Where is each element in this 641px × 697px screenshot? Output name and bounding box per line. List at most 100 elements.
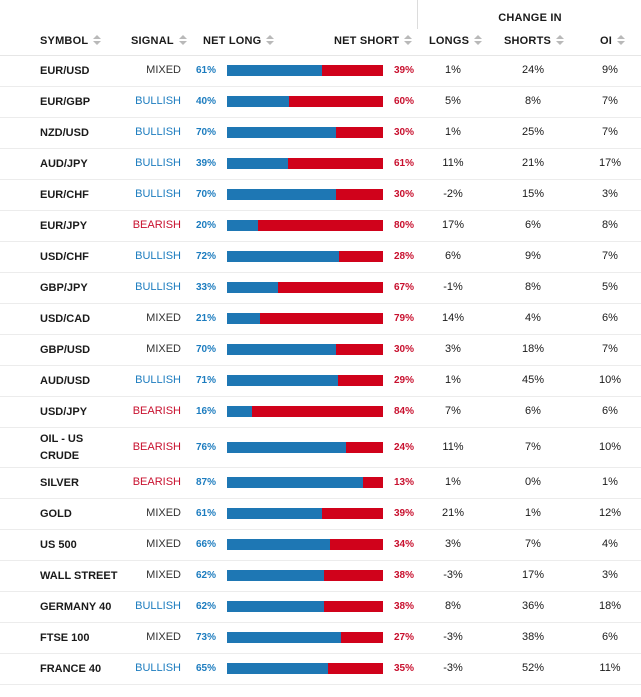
shorts-change: 7% <box>525 441 541 453</box>
sort-oi-header[interactable]: OI <box>600 34 626 47</box>
net-long-percent: 16% <box>196 406 217 417</box>
oi-change: 9% <box>602 64 618 76</box>
table-row[interactable]: EUR/GBP BULLISH 40% 60% 5% 8% 7% <box>0 87 641 118</box>
table-row[interactable]: OIL - US CRUDE BEARISH 76% 24% 11% 7% 10% <box>0 428 641 468</box>
symbol-link[interactable]: FTSE 100 <box>40 632 90 644</box>
symbol-link[interactable]: WALL STREET <box>40 570 118 582</box>
sentiment-bar <box>227 96 383 107</box>
oi-change: 1% <box>602 476 618 488</box>
oi-change: 10% <box>598 441 622 453</box>
net-long-bar <box>227 313 260 324</box>
sentiment-bar <box>227 65 383 76</box>
symbol-link[interactable]: USD/JPY <box>40 406 88 418</box>
table-row[interactable]: USD/CHF BULLISH 72% 28% 6% 9% 7% <box>0 242 641 273</box>
sort-symbol-header[interactable]: SYMBOL <box>40 34 102 47</box>
net-long-percent: 70% <box>196 344 217 355</box>
longs-header-label: LONGS <box>429 35 470 47</box>
symbol-link[interactable]: EUR/USD <box>40 65 90 77</box>
oi-change: 4% <box>602 538 618 550</box>
symbol-link[interactable]: USD/CAD <box>40 313 91 325</box>
table-row[interactable]: WALL STREET MIXED 62% 38% -3% 17% 3% <box>0 561 641 592</box>
sort-shorts-header[interactable]: SHORTS <box>504 34 565 47</box>
symbol-link[interactable]: GOLD <box>40 508 72 520</box>
symbol-link[interactable]: FRANCE 40 <box>40 663 102 675</box>
table-row[interactable]: GOLD MIXED 61% 39% 21% 1% 12% <box>0 499 641 530</box>
table-row[interactable]: FRANCE 40 BULLISH 65% 35% -3% 52% 11% <box>0 654 641 685</box>
symbol-link[interactable]: US 500 <box>40 539 77 551</box>
signal-label: BULLISH <box>135 95 181 107</box>
sort-arrows-icon <box>474 35 483 45</box>
table-row[interactable]: USD/JPY BEARISH 16% 84% 7% 6% 6% <box>0 397 641 428</box>
signal-label: MIXED <box>146 631 181 643</box>
longs-change: 7% <box>445 405 461 417</box>
table-row[interactable]: EUR/CHF BULLISH 70% 30% -2% 15% 3% <box>0 180 641 211</box>
net-long-bar <box>227 220 259 231</box>
net-long-bar <box>227 96 290 107</box>
oi-change: 6% <box>602 405 618 417</box>
net-long-bar <box>227 344 337 355</box>
sentiment-bar <box>227 313 383 324</box>
symbol-link[interactable]: EUR/JPY <box>40 220 88 232</box>
table-row[interactable]: NZD/USD BULLISH 70% 30% 1% 25% 7% <box>0 118 641 149</box>
shorts-change: 45% <box>521 374 545 386</box>
net-short-percent: 28% <box>393 251 414 262</box>
symbol-link[interactable]: AUD/USD <box>40 375 91 387</box>
sentiment-bar <box>227 508 383 519</box>
shorts-header-label: SHORTS <box>504 35 552 47</box>
table-row[interactable]: GERMANY 40 BULLISH 62% 38% 8% 36% 18% <box>0 592 641 623</box>
net-long-percent: 61% <box>196 65 217 76</box>
table-row[interactable]: US 500 MIXED 66% 34% 3% 7% 4% <box>0 530 641 561</box>
net-short-percent: 24% <box>393 442 414 453</box>
symbol-link[interactable]: USD/CHF <box>40 251 89 263</box>
symbol-link[interactable]: GBP/USD <box>40 344 91 356</box>
symbol-link[interactable]: SILVER <box>40 477 79 489</box>
shorts-change: 38% <box>521 631 545 643</box>
net-short-percent: 30% <box>393 189 414 200</box>
sort-signal-header[interactable]: SIGNAL <box>131 34 187 47</box>
symbol-link[interactable]: GBP/JPY <box>40 282 88 294</box>
longs-change: -1% <box>443 281 463 293</box>
symbol-link[interactable]: AUD/JPY <box>40 158 88 170</box>
longs-change: -3% <box>443 569 463 581</box>
symbol-link[interactable]: NZD/USD <box>40 127 89 139</box>
table-row[interactable]: EUR/USD MIXED 61% 39% 1% 24% 9% <box>0 56 641 87</box>
net-long-percent: 70% <box>196 127 217 138</box>
net-long-bar <box>227 477 363 488</box>
longs-change: 14% <box>441 312 465 324</box>
longs-change: 5% <box>445 95 461 107</box>
table-row[interactable]: AUD/USD BULLISH 71% 29% 1% 45% 10% <box>0 366 641 397</box>
symbol-link[interactable]: EUR/GBP <box>40 96 91 108</box>
symbol-link[interactable]: GERMANY 40 <box>40 601 112 613</box>
table-row[interactable]: AUD/JPY BULLISH 39% 61% 11% 21% 17% <box>0 149 641 180</box>
symbol-link[interactable]: OIL - US CRUDE <box>40 433 84 462</box>
sort-arrows-icon <box>266 35 275 45</box>
sort-arrows-icon <box>178 35 187 45</box>
sort-net-short-header[interactable]: NET SHORT <box>334 34 413 47</box>
shorts-change: 8% <box>525 281 541 293</box>
net-long-percent: 73% <box>196 632 217 643</box>
shorts-change: 18% <box>521 343 545 355</box>
table-row[interactable]: USD/CAD MIXED 21% 79% 14% 4% 6% <box>0 304 641 335</box>
net-short-percent: 80% <box>393 220 414 231</box>
net-long-percent: 62% <box>196 570 217 581</box>
table-row[interactable]: SILVER BEARISH 87% 13% 1% 0% 1% <box>0 468 641 499</box>
symbol-link[interactable]: EUR/CHF <box>40 189 89 201</box>
table-row[interactable]: GBP/JPY BULLISH 33% 67% -1% 8% 5% <box>0 273 641 304</box>
net-long-bar <box>227 282 279 293</box>
table-row[interactable]: FTSE 100 MIXED 73% 27% -3% 38% 6% <box>0 623 641 654</box>
oi-change: 6% <box>602 312 618 324</box>
net-long-percent: 71% <box>196 375 217 386</box>
shorts-change: 7% <box>525 538 541 550</box>
oi-change: 17% <box>598 157 622 169</box>
signal-label: BEARISH <box>132 441 181 453</box>
table-row[interactable]: GBP/USD MIXED 70% 30% 3% 18% 7% <box>0 335 641 366</box>
oi-change: 7% <box>602 126 618 138</box>
longs-change: 1% <box>445 64 461 76</box>
net-long-bar <box>227 442 346 453</box>
oi-change: 5% <box>602 281 618 293</box>
sort-net-long-header[interactable]: NET LONG <box>203 34 275 47</box>
net-long-percent: 66% <box>196 539 217 550</box>
shorts-change: 8% <box>525 95 541 107</box>
table-row[interactable]: EUR/JPY BEARISH 20% 80% 17% 6% 8% <box>0 211 641 242</box>
sort-longs-header[interactable]: LONGS <box>429 34 483 47</box>
